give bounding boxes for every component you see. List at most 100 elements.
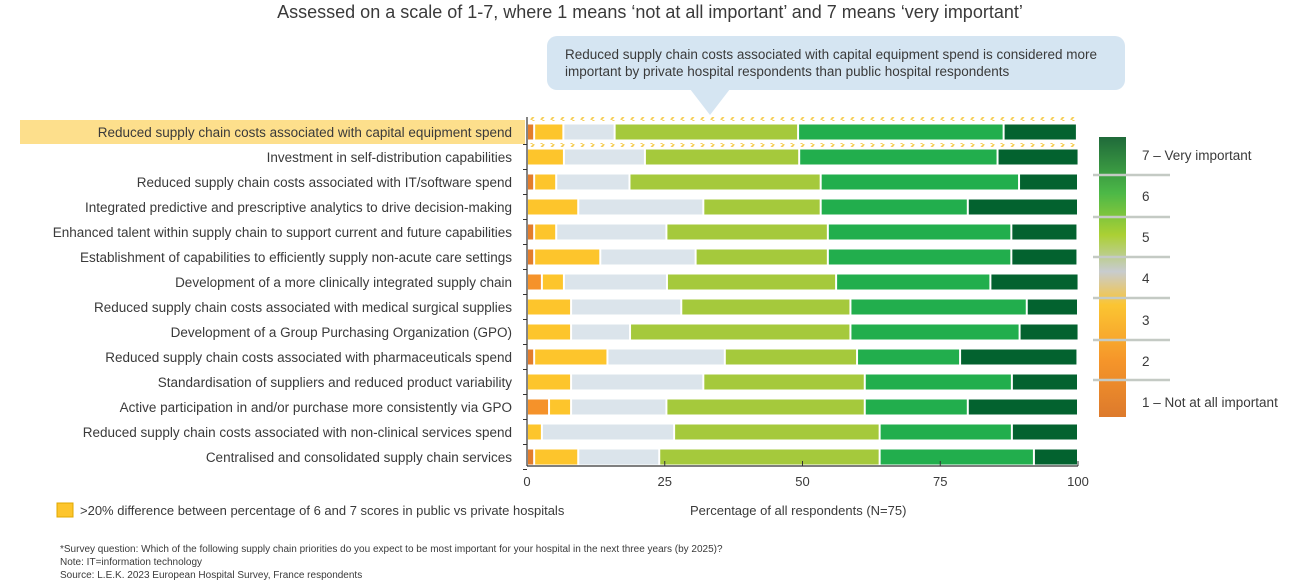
bar-segment-score-6 bbox=[837, 274, 990, 290]
category-label: Active participation in and/or purchase … bbox=[120, 400, 512, 415]
bar-segment-score-6 bbox=[865, 399, 967, 415]
bar-segment-score-2 bbox=[528, 274, 541, 290]
bar-segment-score-3 bbox=[535, 449, 578, 465]
bar-segment-score-4 bbox=[542, 424, 674, 440]
bar-segment-score-6 bbox=[851, 324, 1019, 340]
bar-segment-score-6 bbox=[858, 349, 960, 365]
legend-label: 3 bbox=[1142, 313, 1150, 328]
bar-segment-score-3 bbox=[528, 149, 563, 165]
bar-segment-score-4 bbox=[601, 249, 695, 265]
bar-segment-score-4 bbox=[564, 124, 614, 140]
bar-segment-score-3 bbox=[542, 274, 563, 290]
bar-segment-score-6 bbox=[800, 149, 997, 165]
bar-segment-score-3 bbox=[528, 199, 578, 215]
x-tick-label: 50 bbox=[795, 474, 809, 489]
bar-segment-score-5 bbox=[630, 174, 820, 190]
highlight-hatch-top bbox=[527, 117, 1080, 121]
bar-segment-score-1 bbox=[528, 449, 534, 465]
bar-segment-score-6 bbox=[821, 199, 967, 215]
highlight-legend-label: >20% difference between percentage of 6 … bbox=[80, 503, 565, 518]
legend-label: 2 bbox=[1142, 354, 1150, 369]
category-label: Reduced supply chain costs associated wi… bbox=[83, 425, 512, 440]
bar-segment-score-3 bbox=[535, 174, 556, 190]
bar-segment-score-5 bbox=[667, 274, 836, 290]
x-tick-label: 25 bbox=[658, 474, 672, 489]
legend-label: 5 bbox=[1142, 230, 1150, 245]
legend-label: 4 bbox=[1142, 271, 1150, 286]
bar-segment-score-5 bbox=[667, 399, 864, 415]
bar-segment-score-5 bbox=[615, 124, 798, 140]
footnote-source: Source: L.E.K. 2023 European Hospital Su… bbox=[60, 570, 363, 581]
bar-segment-score-5 bbox=[704, 199, 820, 215]
bar-segment-score-4 bbox=[579, 449, 659, 465]
bar-segment-score-7 bbox=[1012, 249, 1077, 265]
category-label: Investment in self-distribution capabili… bbox=[267, 150, 513, 165]
x-axis-label: Percentage of all respondents (N=75) bbox=[690, 503, 906, 518]
bar-segment-score-7 bbox=[991, 274, 1078, 290]
bar-segment-score-5 bbox=[682, 299, 850, 315]
bar-segment-score-3 bbox=[528, 324, 571, 340]
x-tick-label: 100 bbox=[1067, 474, 1089, 489]
bar-segment-score-6 bbox=[880, 449, 1033, 465]
bar-segment-score-3 bbox=[528, 424, 541, 440]
bar-segment-score-3 bbox=[528, 374, 571, 390]
highlight-label-background bbox=[20, 120, 525, 144]
bar-segment-score-7 bbox=[1020, 174, 1077, 190]
bar-segment-score-3 bbox=[535, 124, 563, 140]
bar-segment-score-5 bbox=[667, 224, 827, 240]
bar-segment-score-1 bbox=[528, 249, 534, 265]
bar-segment-score-5 bbox=[631, 324, 850, 340]
category-label: Reduced supply chain costs associated wi… bbox=[94, 300, 512, 315]
legend-color-scale bbox=[1099, 137, 1126, 417]
bar-segment-score-4 bbox=[572, 324, 630, 340]
category-label: Centralised and consolidated supply chai… bbox=[206, 450, 512, 465]
bar-segment-score-7 bbox=[1020, 324, 1078, 340]
legend-label: 1 – Not at all important bbox=[1142, 395, 1278, 410]
footnote-survey-question: *Survey question: Which of the following… bbox=[60, 544, 723, 555]
category-label: Development of a Group Purchasing Organi… bbox=[171, 325, 512, 340]
bar-segment-score-7 bbox=[998, 149, 1078, 165]
bar-segment-score-7 bbox=[1034, 449, 1077, 465]
highlight-legend-swatch bbox=[56, 502, 74, 518]
bar-segment-score-1 bbox=[528, 124, 534, 140]
bar-segment-score-1 bbox=[528, 224, 534, 240]
callout-pointer bbox=[690, 89, 730, 115]
x-tick-label: 75 bbox=[933, 474, 947, 489]
bar-segment-score-3 bbox=[528, 299, 571, 315]
bar-segment-score-7 bbox=[1012, 224, 1077, 240]
bar-segment-score-1 bbox=[528, 174, 534, 190]
bar-segment-score-6 bbox=[821, 174, 1019, 190]
legend-label: 6 bbox=[1142, 189, 1150, 204]
x-tick-label: 0 bbox=[523, 474, 530, 489]
bar-segment-score-4 bbox=[572, 374, 703, 390]
bar-segment-score-4 bbox=[564, 149, 644, 165]
bar-segment-score-5 bbox=[660, 449, 879, 465]
category-label: Reduced supply chain costs associated wi… bbox=[98, 125, 512, 140]
bar-segment-score-4 bbox=[572, 299, 681, 315]
highlight-hatch-bottom bbox=[527, 143, 1080, 147]
category-label: Integrated predictive and prescriptive a… bbox=[85, 200, 512, 215]
bar-segment-score-6 bbox=[865, 374, 1011, 390]
bar-segment-score-7 bbox=[1004, 124, 1076, 140]
chart-title: Assessed on a scale of 1-7, where 1 mean… bbox=[277, 2, 1023, 22]
bar-segment-score-7 bbox=[1012, 374, 1077, 390]
bar-segment-score-7 bbox=[1012, 424, 1077, 440]
bar-segment-score-5 bbox=[704, 374, 864, 390]
bar-segment-score-4 bbox=[579, 199, 703, 215]
bar-segment-score-5 bbox=[645, 149, 799, 165]
bar-segment-score-5 bbox=[725, 349, 857, 365]
bar-segment-score-6 bbox=[880, 424, 1011, 440]
bar-segment-score-6 bbox=[828, 224, 1011, 240]
bar-segment-score-4 bbox=[564, 274, 666, 290]
bar-segment-score-2 bbox=[528, 399, 549, 415]
bar-segment-score-4 bbox=[557, 174, 629, 190]
bar-segment-score-3 bbox=[550, 399, 571, 415]
bar-segment-score-5 bbox=[696, 249, 827, 265]
bar-segment-score-7 bbox=[968, 399, 1077, 415]
bar-segment-score-1 bbox=[528, 349, 534, 365]
legend-label: 7 – Very important bbox=[1142, 148, 1252, 163]
category-label: Standardisation of suppliers and reduced… bbox=[158, 375, 512, 390]
bar-segment-score-3 bbox=[535, 224, 556, 240]
bar-segment-score-5 bbox=[675, 424, 879, 440]
